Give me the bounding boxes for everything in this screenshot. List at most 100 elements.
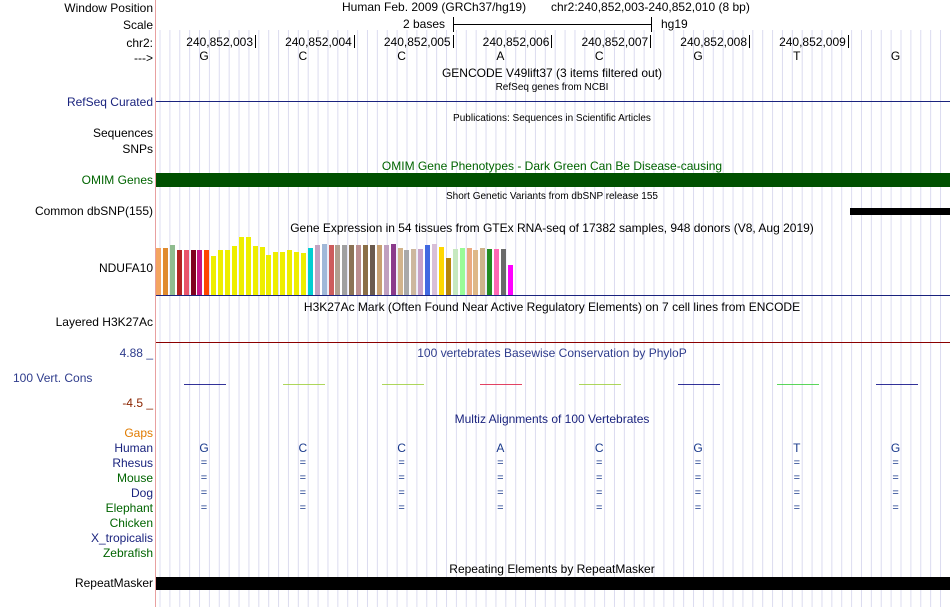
gtex-tissue-bar[interactable] xyxy=(376,245,382,295)
dbsnp-feature[interactable] xyxy=(850,208,950,215)
gtex-bar-chart[interactable] xyxy=(156,235,556,295)
multiz-match: = xyxy=(892,502,899,514)
gtex-tissue-bar[interactable] xyxy=(314,245,320,295)
gtex-tissue-bar[interactable] xyxy=(383,245,389,295)
gtex-tissue-bar[interactable] xyxy=(287,250,293,295)
gtex-tissue-bar[interactable] xyxy=(321,244,327,295)
position-text[interactable]: chr2:240,852,003-240,852,010 (8 bp) xyxy=(551,0,750,14)
gtex-tissue-bar[interactable] xyxy=(452,249,458,295)
dbsnp-title[interactable]: Short Genetic Variants from dbSNP releas… xyxy=(446,191,658,202)
coordinate-label: 240,852,008 xyxy=(680,35,747,49)
multiz-species-label[interactable]: Human xyxy=(114,441,153,455)
gtex-tissue-bar[interactable] xyxy=(369,245,375,295)
conservation-label[interactable]: 100 Vert. Cons xyxy=(13,371,93,385)
gtex-tissue-bar[interactable] xyxy=(480,248,486,295)
gtex-tissue-bar[interactable] xyxy=(266,255,272,295)
refseq-label[interactable]: RefSeq Curated xyxy=(66,95,153,109)
omim-title[interactable]: OMIM Gene Phenotypes - Dark Green Can Be… xyxy=(381,159,723,173)
multiz-match: = xyxy=(497,472,504,484)
gtex-tissue-bar[interactable] xyxy=(466,248,472,295)
sequences-label[interactable]: Sequences xyxy=(92,126,153,140)
base-letter: G xyxy=(199,49,209,63)
gtex-tissue-bar[interactable] xyxy=(307,248,313,295)
gtex-tissue-bar[interactable] xyxy=(300,253,306,295)
gtex-tissue-bar[interactable] xyxy=(432,244,437,295)
gtex-tissue-bar[interactable] xyxy=(245,237,251,295)
scale-bar-right-tick xyxy=(651,17,652,32)
gtex-tissue-bar[interactable] xyxy=(183,250,189,295)
gtex-tissue-bar[interactable] xyxy=(487,249,493,295)
gtex-tissue-bar[interactable] xyxy=(473,250,479,295)
gtex-title[interactable]: Gene Expression in 54 tissues from GTEx … xyxy=(290,221,814,235)
gencode-title[interactable]: GENCODE V49lift37 (3 items filtered out) xyxy=(441,66,663,80)
gtex-tissue-bar[interactable] xyxy=(363,245,368,295)
gtex-tissue-bar[interactable] xyxy=(238,237,244,295)
multiz-species-label[interactable]: Elephant xyxy=(105,501,153,515)
gtex-tissue-bar[interactable] xyxy=(211,256,217,295)
gtex-tissue-bar[interactable] xyxy=(425,245,431,295)
base-letter: T xyxy=(793,49,801,63)
h3k27ac-label[interactable]: Layered H3K27Ac xyxy=(55,315,153,329)
multiz-species-label[interactable]: X_tropicalis xyxy=(90,531,153,545)
gtex-tissue-bar[interactable] xyxy=(197,250,203,295)
omim-label[interactable]: OMIM Genes xyxy=(81,173,153,187)
gtex-tissue-bar[interactable] xyxy=(156,248,161,295)
gtex-tissue-bar[interactable] xyxy=(328,245,334,295)
repeatmasker-feature[interactable] xyxy=(156,577,950,590)
gtex-tissue-bar[interactable] xyxy=(507,265,513,295)
gtex-tissue-bar[interactable] xyxy=(445,258,451,295)
gtex-tissue-bar[interactable] xyxy=(169,245,175,295)
gtex-tissue-bar[interactable] xyxy=(252,246,258,295)
gtex-tissue-bar[interactable] xyxy=(459,248,465,295)
gtex-tissue-bar[interactable] xyxy=(349,245,355,295)
gaps-label[interactable]: Gaps xyxy=(124,426,153,440)
gtex-tissue-bar[interactable] xyxy=(259,247,265,295)
gtex-tissue-bar[interactable] xyxy=(231,246,237,295)
gtex-tissue-bar[interactable] xyxy=(335,245,341,295)
gtex-tissue-bar[interactable] xyxy=(390,244,396,295)
multiz-match: = xyxy=(793,502,801,514)
gtex-tissue-bar[interactable] xyxy=(190,250,196,295)
multiz-match: = xyxy=(299,487,307,499)
conservation-title[interactable]: 100 vertebrates Basewise Conservation by… xyxy=(417,346,687,360)
snps-label[interactable]: SNPs xyxy=(122,142,153,156)
gtex-tissue-bar[interactable] xyxy=(273,252,279,295)
gtex-tissue-bar[interactable] xyxy=(176,250,182,295)
coordinate-label: 240,852,006 xyxy=(482,35,550,49)
multiz-species-label[interactable]: Dog xyxy=(130,486,153,500)
gtex-tissue-bar[interactable] xyxy=(162,248,168,295)
conservation-mark xyxy=(282,384,325,385)
multiz-match: = xyxy=(694,502,702,514)
gtex-tissue-bar[interactable] xyxy=(438,247,444,295)
gtex-tissue-bar[interactable] xyxy=(411,249,417,295)
gtex-tissue-bar[interactable] xyxy=(356,245,362,295)
gtex-tissue-bar[interactable] xyxy=(494,249,500,295)
multiz-match: = xyxy=(595,457,603,469)
gtex-tissue-bar[interactable] xyxy=(342,245,348,295)
h3k27ac-title[interactable]: H3K27Ac Mark (Often Found Near Active Re… xyxy=(303,300,801,314)
gtex-tissue-bar[interactable] xyxy=(280,252,286,295)
dbsnp-label[interactable]: Common dbSNP(155) xyxy=(34,204,153,218)
gtex-tissue-bar[interactable] xyxy=(418,249,424,295)
repeatmasker-title[interactable]: Repeating Elements by RepeatMasker xyxy=(449,562,655,576)
multiz-match: = xyxy=(200,472,208,484)
repeatmasker-label[interactable]: RepeatMasker xyxy=(74,576,153,590)
gtex-tissue-bar[interactable] xyxy=(397,248,403,295)
multiz-species-label[interactable]: Zebrafish xyxy=(102,546,153,560)
gtex-tissue-bar[interactable] xyxy=(404,250,410,295)
gtex-tissue-bar[interactable] xyxy=(218,250,224,295)
gtex-tissue-bar[interactable] xyxy=(501,249,506,295)
gtex-tissue-bar[interactable] xyxy=(294,252,299,295)
multiz-match: = xyxy=(200,487,208,499)
multiz-species-label[interactable]: Mouse xyxy=(116,471,153,485)
omim-feature[interactable] xyxy=(156,173,950,187)
multiz-species-label[interactable]: Chicken xyxy=(109,516,153,530)
multiz-species-label[interactable]: Rhesus xyxy=(112,456,153,470)
gtex-tissue-bar[interactable] xyxy=(204,250,210,295)
multiz-human-base: G xyxy=(199,441,209,455)
gtex-tissue-bar[interactable] xyxy=(225,250,230,295)
publications-title[interactable]: Publications: Sequences in Scientific Ar… xyxy=(453,113,651,124)
multiz-match: = xyxy=(398,502,405,514)
multiz-title[interactable]: Multiz Alignments of 100 Vertebrates xyxy=(454,412,650,426)
gtex-gene-label[interactable]: NDUFA10 xyxy=(98,261,153,275)
